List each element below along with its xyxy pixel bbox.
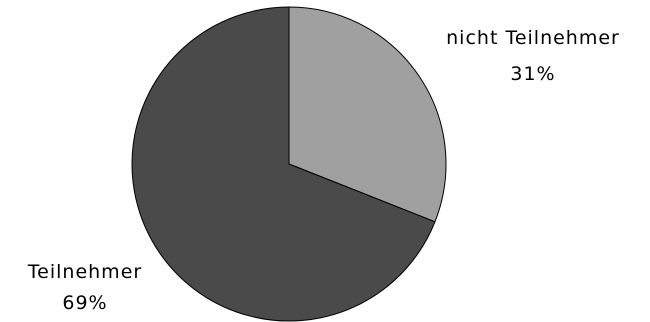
slice-label-teilnehmer-category: Teilnehmer — [27, 261, 142, 283]
slice-label-nicht-teilnehmer-value: 31% — [510, 63, 555, 85]
pie-slices — [131, 6, 447, 322]
pie-slice-nicht-teilnehmer — [288, 6, 447, 223]
slice-label-nicht-teilnehmer-category: nicht Teilnehmer — [446, 27, 620, 49]
pie-slice-teilnehmer — [131, 6, 436, 322]
slice-label-teilnehmer-value: 69% — [62, 292, 107, 314]
